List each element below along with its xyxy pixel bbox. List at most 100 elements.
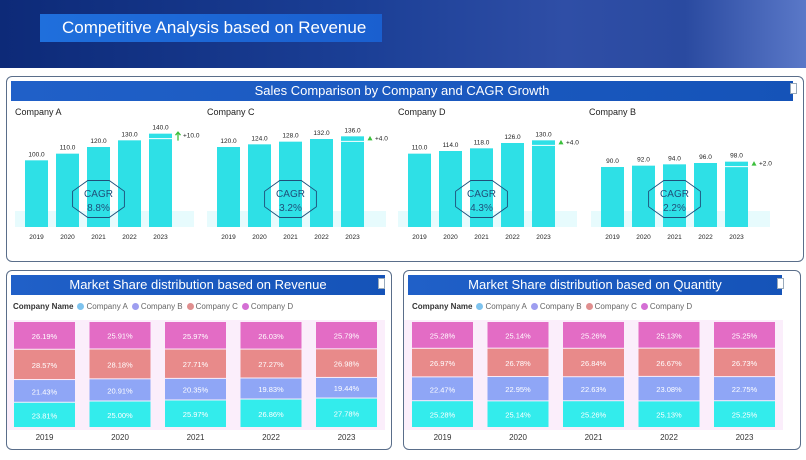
legend-label: Company B xyxy=(140,302,183,311)
segment-label: 20.35% xyxy=(183,386,209,395)
x-tick-label: 2023 xyxy=(536,234,551,241)
x-tick-label: 2021 xyxy=(283,234,298,241)
market-revenue-title: Market Share distribution based on Reven… xyxy=(11,275,385,295)
segment-company-d xyxy=(563,322,624,348)
bar-2022 xyxy=(118,140,141,227)
cagr-octagon xyxy=(455,180,508,218)
bar-value-label: 110.0 xyxy=(412,145,428,152)
x-tick-label: 2022 xyxy=(660,433,678,442)
segment-label: 25.79% xyxy=(334,332,360,341)
segment-label: 25.28% xyxy=(430,331,456,340)
cagr-octagon xyxy=(72,180,125,218)
sales-scroll-handle[interactable] xyxy=(790,83,797,94)
bar-2021 xyxy=(87,147,110,227)
stacked-column-2020: 25.14% 22.95% 26.78% 25.14% 2020 xyxy=(479,320,557,442)
legend-item[interactable]: Company C xyxy=(585,302,637,311)
bar-value-label: 118.0 xyxy=(474,139,490,146)
legend-label: Company A xyxy=(485,302,527,311)
bar-2023 xyxy=(341,136,364,227)
segment-company-c xyxy=(89,349,151,379)
stacked-column-2022: 26.86% 19.83% 27.27% 26.03% 2022 xyxy=(232,320,310,442)
legend-label: Company B xyxy=(539,302,582,311)
segment-company-c xyxy=(563,348,624,377)
segment-company-c xyxy=(714,348,775,377)
x-tick-label: 2022 xyxy=(314,234,329,241)
x-tick-label: 2020 xyxy=(443,234,458,241)
x-tick-label: 2020 xyxy=(111,433,129,442)
legend-item[interactable]: Company D xyxy=(241,302,294,311)
legend-dot-icon xyxy=(186,303,194,310)
legend-item[interactable]: Company A xyxy=(476,302,527,311)
x-tick-label: 2019 xyxy=(221,234,236,241)
legend-title: Company Name xyxy=(13,302,74,311)
bar-value-label: 130.0 xyxy=(535,131,552,138)
growth-label: +2.0 xyxy=(759,161,772,168)
x-tick-label: 2021 xyxy=(187,433,205,442)
legend-label: Company D xyxy=(250,302,294,311)
cagr-value: 4.3% xyxy=(470,203,493,214)
bar-value-label: 96.0 xyxy=(699,154,712,161)
cagr-value: 8.8% xyxy=(87,203,110,214)
segment-company-a xyxy=(563,401,624,427)
segment-company-c xyxy=(638,348,700,376)
x-tick-label: 2023 xyxy=(736,433,754,442)
x-tick-label: 2021 xyxy=(585,433,603,442)
market-quantity-legend: Company Name Company A Company B Company C C… xyxy=(412,302,692,311)
market-revenue-scroll-handle[interactable] xyxy=(378,278,385,289)
stacked-column-2021: 25.97% 20.35% 27.71% 25.97% 2021 xyxy=(157,320,234,442)
segment-company-c xyxy=(14,349,75,380)
segment-company-b xyxy=(240,378,302,399)
segment-company-c xyxy=(412,348,473,377)
bar-2019 xyxy=(601,167,624,227)
market-share-quantity-panel: Market Share distribution based on Quant… xyxy=(403,270,801,450)
segment-company-a xyxy=(240,399,302,427)
bar-value-label: 120.0 xyxy=(90,138,107,145)
sales-chart-1: Company A 100.0 2019 110.0 2020 120.0 2021 130.… xyxy=(15,107,200,241)
segment-company-a xyxy=(165,400,226,427)
bar-2022 xyxy=(310,139,333,227)
market-quantity-scroll-handle[interactable] xyxy=(777,278,784,289)
sales-chart-2: Company C 120.0 2019 124.0 2020 128.0 2021 132.… xyxy=(207,107,388,241)
segment-company-d xyxy=(316,322,377,349)
bar-2020 xyxy=(632,165,655,227)
x-tick-label: 2020 xyxy=(252,234,267,241)
stacked-column-2022: 25.13% 23.08% 26.67% 25.13% 2022 xyxy=(630,320,708,442)
stacked-column-2020: 25.00% 20.91% 28.18% 25.91% 2020 xyxy=(81,320,159,442)
x-tick-label: 2020 xyxy=(60,234,75,241)
segment-company-b xyxy=(487,377,549,401)
sales-bar-charts: Company A 100.0 2019 110.0 2020 120.0 2021 130.… xyxy=(15,107,772,241)
bar-value-label: 120.0 xyxy=(220,138,237,145)
bar-value-label: 124.0 xyxy=(251,135,268,142)
legend-label: Company C xyxy=(594,302,637,311)
legend-item[interactable]: Company D xyxy=(640,302,692,311)
segment-label: 25.14% xyxy=(505,331,531,340)
segment-label: 25.26% xyxy=(581,331,607,340)
legend-dot-icon xyxy=(241,303,249,310)
bar-value-label: 136.0 xyxy=(344,127,361,134)
segment-company-a xyxy=(89,401,151,427)
cagr-label: CAGR xyxy=(276,189,305,200)
bar-2019 xyxy=(217,147,240,227)
x-tick-label: 2021 xyxy=(91,234,106,241)
stacked-column-2023: 25.25% 22.75% 26.73% 25.25% 2023 xyxy=(706,320,783,442)
bar-value-label: 126.0 xyxy=(504,134,521,141)
bar-2023 xyxy=(149,133,172,227)
legend-dot-icon xyxy=(476,303,484,310)
legend-item[interactable]: Company B xyxy=(530,302,582,311)
bar-value-label: 90.0 xyxy=(606,158,619,165)
x-tick-label: 2022 xyxy=(262,433,280,442)
bar-2019 xyxy=(408,153,431,227)
legend-item[interactable]: Company C xyxy=(186,302,238,311)
segment-label: 25.97% xyxy=(183,410,209,419)
segment-company-c xyxy=(165,349,226,378)
chart-title: Company D xyxy=(398,107,446,117)
segment-company-d xyxy=(714,322,775,348)
sales-chart-4: Company B 90.0 2019 92.0 2020 94.0 2021 96.0 202… xyxy=(589,107,772,241)
segment-company-b xyxy=(412,377,473,401)
legend-item[interactable]: Company B xyxy=(131,302,183,311)
segment-label: 28.57% xyxy=(32,361,58,370)
stacked-column-2023: 27.78% 19.44% 26.98% 25.79% 2023 xyxy=(308,320,385,442)
stacked-column-2019: 25.28% 22.47% 26.97% 25.28% 2019 xyxy=(404,320,481,442)
legend-item[interactable]: Company A xyxy=(77,302,128,311)
segment-label: 25.26% xyxy=(581,411,607,420)
